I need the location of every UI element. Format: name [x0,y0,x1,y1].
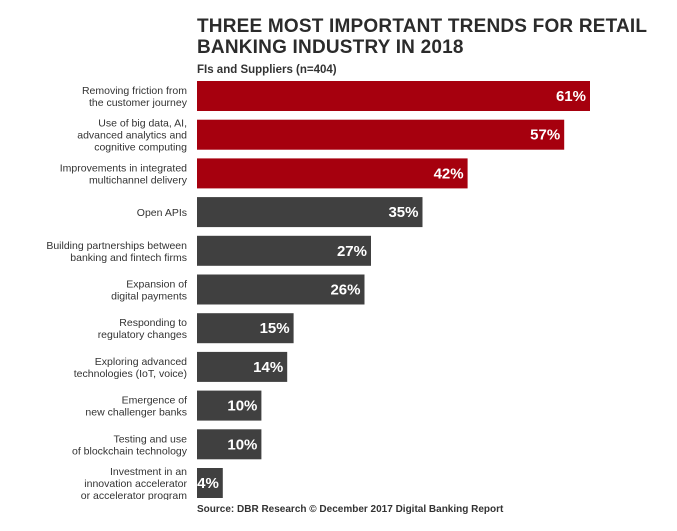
value-label-4: 35% [388,204,418,221]
bar-2 [197,119,565,150]
value-label-5: 27% [337,243,367,260]
value-label-8: 14% [253,359,283,376]
category-label-11: Investment in an innovation accelerator or… [81,466,188,500]
chart-source: Source: DBR Research © December 2017 Dig… [197,504,504,515]
bar-7 [197,313,294,344]
value-label-1: 61% [556,88,586,105]
category-label-9: Emergence of new challenger banks [85,395,187,419]
category-label-6: Expansion of digital payments [111,279,187,303]
category-label-2: Use of big data, AI, advanced analytics a… [77,118,187,154]
value-label-7: 15% [260,320,290,337]
category-label-4: Open APIs [137,207,187,219]
bar-1 [197,81,590,111]
bar-8 [197,351,288,382]
bar-4 [197,197,423,228]
bar-11 [197,468,223,498]
value-label-3: 42% [434,165,464,182]
value-label-2: 57% [530,127,560,144]
category-label-1: Removing friction from the customer journ… [82,85,188,109]
category-label-8: Exploring advanced technologies (IoT, voi… [74,356,187,380]
chart-subtitle: FIs and Suppliers (n=404) [197,64,337,76]
category-label-3: Improvements in integrated multichannel d… [60,162,188,186]
bar-3 [197,158,468,189]
value-label-9: 10% [227,398,257,415]
bar-10 [197,429,262,460]
category-label-10: Testing and use of blockchain technology [72,433,188,457]
category-label-5: Building partnerships between banking and… [46,240,187,264]
value-label-11: 4% [197,475,219,492]
chart-title: THREE MOST IMPORTANT TRENDS FOR RETAIL B… [197,16,647,58]
category-label-7: Responding to regulatory changes [98,317,187,341]
bar-6 [197,274,365,305]
bar-5 [197,235,371,266]
bar-9 [197,390,262,421]
bar-chart: 61% Removing friction from the customer jo… [46,81,590,500]
value-label-10: 10% [227,436,257,453]
value-label-6: 26% [330,282,360,299]
